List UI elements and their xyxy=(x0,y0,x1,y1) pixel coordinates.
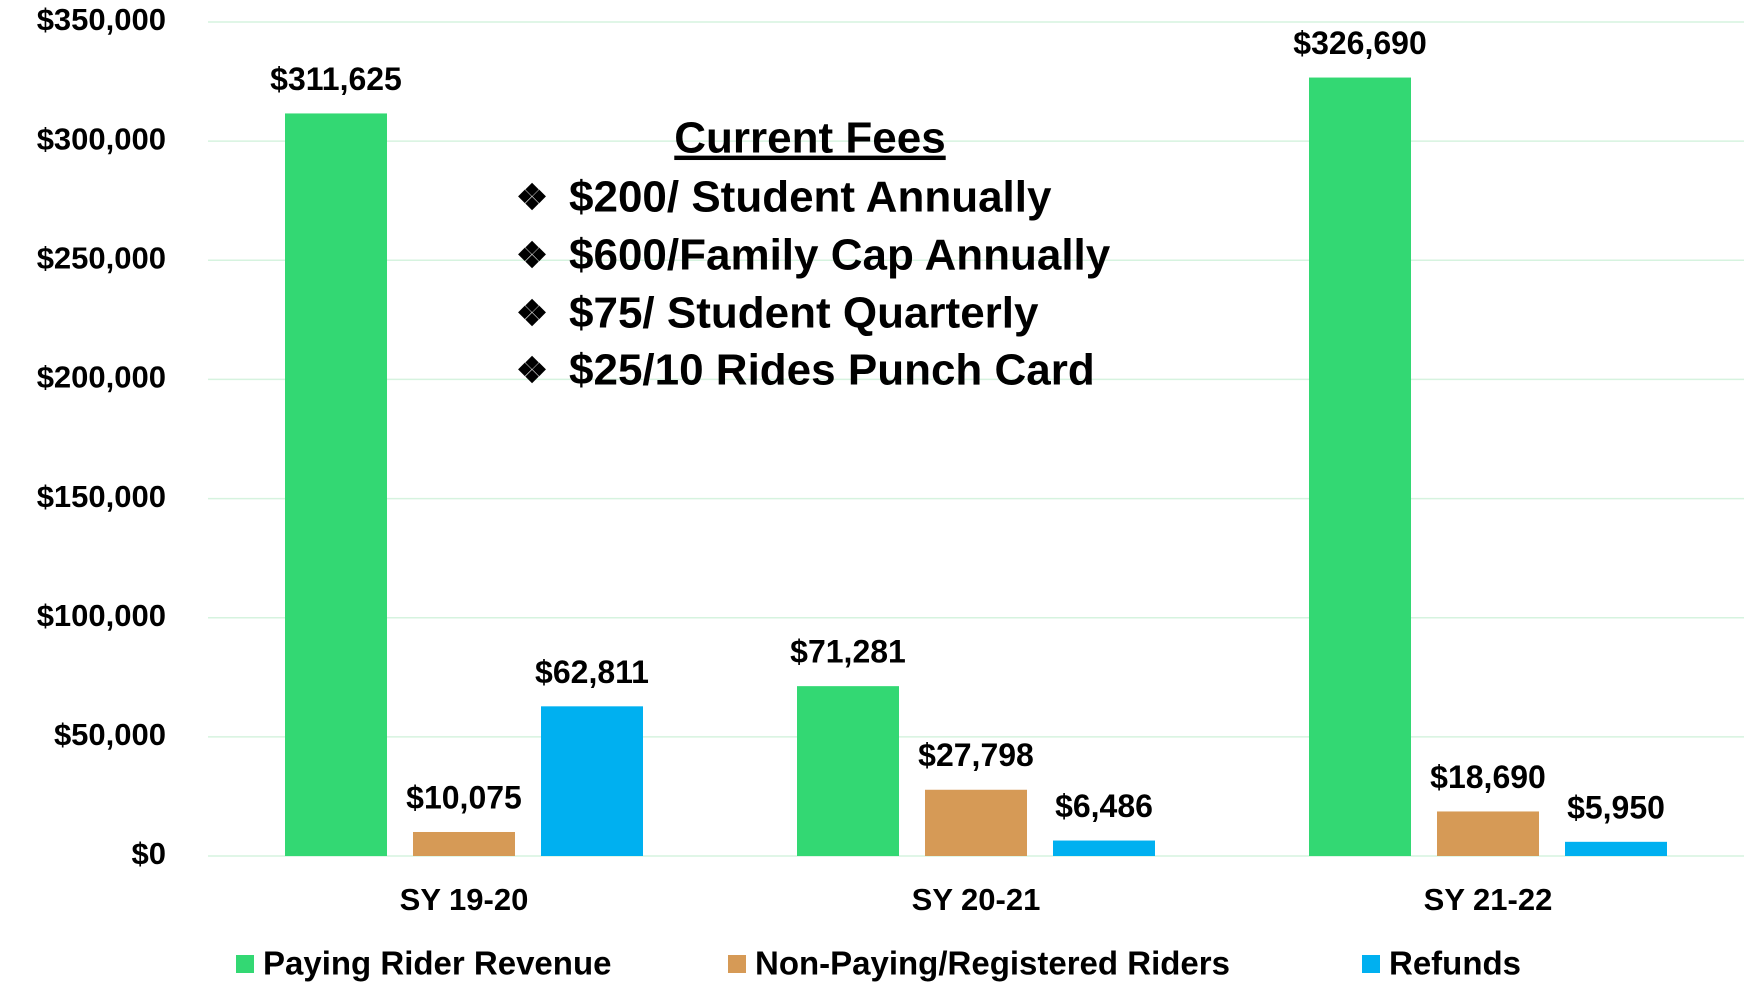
bar xyxy=(1309,77,1411,856)
bar xyxy=(285,113,387,857)
annotation-title: Current Fees xyxy=(674,114,945,163)
annotation-item: $25/10 Rides Punch Card xyxy=(569,346,1095,395)
annotation-bullets: ❖ ❖ ❖ ❖ xyxy=(516,177,548,391)
data-label: $27,798 xyxy=(918,737,1034,773)
legend-label: Paying Rider Revenue xyxy=(263,945,611,982)
bullet: ❖ xyxy=(516,177,548,218)
annotation-item: $75/ Student Quarterly xyxy=(569,289,1039,338)
data-label: $5,950 xyxy=(1567,789,1665,825)
x-tick-label: SY 21-22 xyxy=(1424,882,1553,917)
bullet: ❖ xyxy=(516,293,548,334)
legend-swatch xyxy=(728,955,746,973)
y-tick-label: $0 xyxy=(132,836,166,871)
data-label: $6,486 xyxy=(1055,788,1153,824)
x-tick-label: SY 20-21 xyxy=(912,882,1041,917)
bar xyxy=(797,686,899,856)
legend-swatch xyxy=(236,955,254,973)
x-tick-label: SY 19-20 xyxy=(400,882,529,917)
bar xyxy=(925,789,1027,856)
bar xyxy=(1437,811,1539,856)
bullet: ❖ xyxy=(516,235,548,276)
bar xyxy=(541,706,643,856)
y-tick-label: $250,000 xyxy=(37,240,166,275)
y-tick-label: $300,000 xyxy=(37,121,166,156)
legend-label: Refunds xyxy=(1389,945,1521,982)
data-label: $326,690 xyxy=(1293,25,1426,61)
bar xyxy=(1053,840,1155,856)
annotation-item: $600/Family Cap Annually xyxy=(569,231,1111,280)
y-tick-label: $350,000 xyxy=(37,2,166,37)
y-tick-label: $200,000 xyxy=(37,360,166,395)
data-label: $18,690 xyxy=(1430,759,1546,795)
annotation-item: $200/ Student Annually xyxy=(569,173,1052,222)
y-tick-label: $150,000 xyxy=(37,479,166,514)
data-label: $71,281 xyxy=(790,634,906,670)
y-tick-label: $50,000 xyxy=(54,717,166,752)
legend-label: Non-Paying/Registered Riders xyxy=(755,945,1230,982)
data-label: $10,075 xyxy=(406,779,522,815)
legend-swatch xyxy=(1362,955,1380,973)
bar xyxy=(413,831,515,856)
bullet: ❖ xyxy=(516,350,548,391)
y-tick-label: $100,000 xyxy=(37,598,166,633)
bar xyxy=(1565,841,1667,856)
data-label: $311,625 xyxy=(270,61,402,97)
data-label: $62,811 xyxy=(535,654,649,690)
